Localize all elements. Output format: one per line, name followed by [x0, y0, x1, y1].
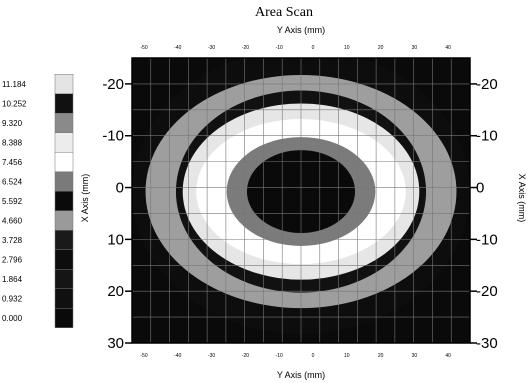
x-bottom-tick-label: -40 — [174, 353, 181, 359]
legend-swatch — [54, 191, 74, 211]
y-right-tick-label: -10 — [476, 231, 498, 248]
y-right-tick-label: -20 — [476, 283, 498, 300]
y-tick-label: -10 — [102, 128, 124, 145]
y-right-tick-label: -30 — [476, 335, 498, 352]
x-top-tick-label: 10 — [344, 45, 350, 51]
legend-swatch — [54, 308, 74, 328]
y-tick-label: 30 — [107, 335, 124, 352]
plot-border — [131, 57, 471, 344]
x-bottom-tick-label: -50 — [140, 353, 147, 359]
grid-lines — [132, 58, 470, 343]
legend-swatch — [54, 113, 74, 133]
legend-label: 8.388 — [2, 139, 23, 148]
y-right-tick-label: -20 — [476, 76, 498, 93]
legend-label: 0.000 — [2, 314, 23, 323]
legend-swatch — [54, 249, 74, 270]
legend-swatch — [54, 132, 74, 153]
legend-label: 6.524 — [2, 178, 23, 187]
x-bottom-tick-label: -10 — [276, 353, 283, 359]
legend-label: 11.184 — [2, 80, 26, 89]
legend-label: 7.456 — [2, 158, 23, 167]
x-top-tick-label: -30 — [208, 45, 215, 51]
legend-swatch — [54, 230, 74, 250]
x-top-tick-label: -20 — [242, 45, 249, 51]
x-bottom-tick-label: 20 — [378, 353, 384, 359]
legend-label: 4.660 — [2, 217, 23, 226]
x-bottom-tick-label: -30 — [208, 353, 215, 359]
x-top-tick-label: 40 — [445, 45, 451, 51]
y-right-tick-label: 0 — [476, 180, 484, 197]
y-right-tick-label: -10 — [476, 128, 498, 145]
legend-label: 2.796 — [2, 256, 23, 265]
x-bottom-tick-label: 30 — [412, 353, 418, 359]
x-bottom-tick-label: 40 — [445, 353, 451, 359]
x-top-tick-label: 0 — [312, 45, 315, 51]
axis-ticks: -20 -10 0 10 20 30 -20 -10 0 -10 -20 -30 -50 -50 -40 -4… — [102, 45, 497, 359]
legend-label: 0.932 — [2, 295, 23, 304]
legend-label: 9.320 — [2, 119, 23, 128]
y-axis-left-label: X Axis (mm) — [80, 174, 90, 223]
legend-label: 3.728 — [2, 236, 23, 245]
legend-swatch — [54, 93, 74, 114]
legend-swatch — [54, 171, 74, 192]
legend-swatch — [54, 152, 74, 172]
y-tick-label: 10 — [107, 231, 124, 248]
y-tick-label: 0 — [116, 180, 124, 197]
x-axis-bottom-label: Y Axis (mm) — [277, 370, 325, 380]
x-top-tick-label: -10 — [276, 45, 283, 51]
x-top-tick-label: -50 — [140, 45, 147, 51]
x-axis-top-label: Y Axis (mm) — [277, 25, 325, 35]
chart-title: Area Scan — [255, 5, 313, 20]
legend-label: 10.252 — [2, 100, 27, 109]
color-legend: 11.184 10.252 9.320 8.388 7.456 6.524 5.592 4.6… — [2, 74, 74, 328]
y-tick-label: -20 — [102, 76, 124, 93]
y-axis-right-label: X Axis (mm) — [517, 174, 527, 223]
legend-label: 1.864 — [2, 275, 23, 284]
legend-swatch — [54, 269, 74, 289]
x-bottom-tick-label: 0 — [312, 353, 315, 359]
legend-swatch — [54, 210, 74, 231]
x-bottom-tick-label: 10 — [344, 353, 350, 359]
x-top-tick-label: 30 — [412, 45, 418, 51]
legend-label: 5.592 — [2, 197, 23, 206]
x-top-tick-label: 20 — [378, 45, 384, 51]
x-top-tick-label: -40 — [174, 45, 181, 51]
y-tick-label: 20 — [107, 283, 124, 300]
legend-swatch — [54, 74, 74, 94]
legend-swatch — [54, 288, 74, 309]
plot-area — [132, 58, 470, 343]
x-bottom-tick-label: -20 — [242, 353, 249, 359]
